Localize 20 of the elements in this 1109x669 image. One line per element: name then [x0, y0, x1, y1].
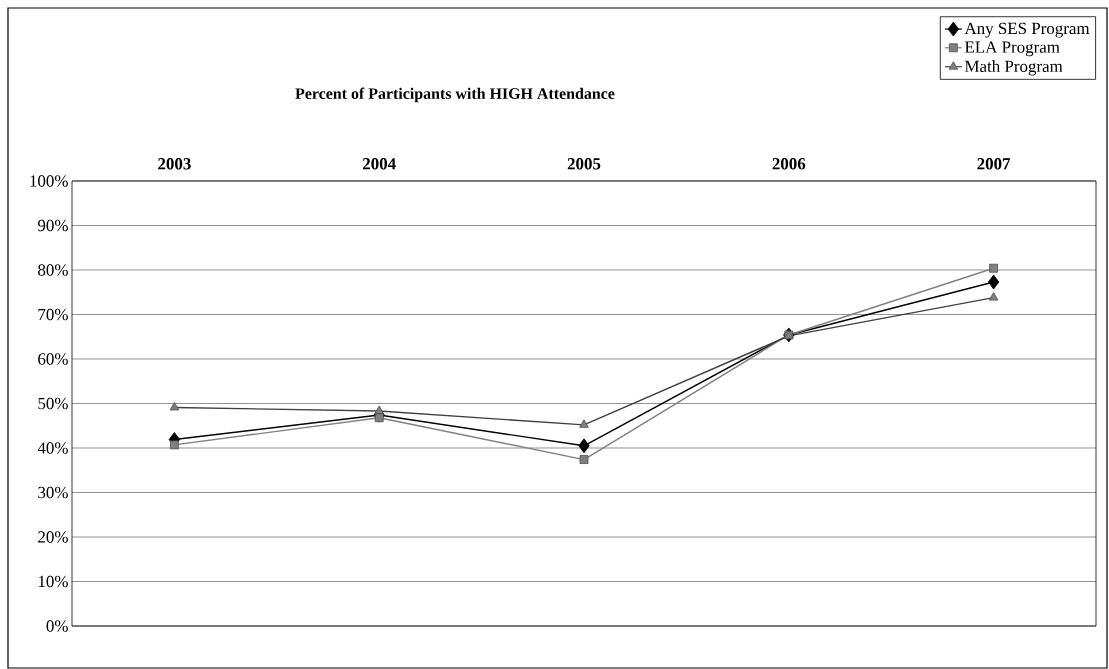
y-tick-label: 10%	[38, 575, 68, 588]
legend-label: Any SES Program	[964, 22, 1090, 38]
y-tick-label: 0%	[46, 620, 68, 632]
legend-label: ELA Program	[964, 41, 1060, 57]
y-tick-label: 100%	[30, 175, 68, 187]
x-tick-label: 2003	[158, 158, 191, 170]
y-tick-label: 60%	[38, 353, 68, 365]
y-tick-label: 90%	[37, 219, 68, 232]
x-tick-label: 2005	[567, 158, 601, 170]
x-tick-label: 2007	[977, 158, 1011, 170]
y-tick-label: 20%	[38, 531, 68, 543]
chart-title: Percent of Participants with HIGH Attendance	[295, 87, 615, 103]
legend-label: Math Program	[964, 60, 1063, 76]
x-tick-label: 2006	[772, 158, 806, 170]
y-tick-label: 80%	[38, 264, 68, 276]
y-tick-label: 30%	[38, 486, 68, 499]
y-tick-label: 50%	[38, 397, 68, 410]
y-tick-label: 70%	[38, 308, 68, 321]
x-tick-label: 2004	[362, 158, 396, 170]
y-tick-label: 40%	[37, 442, 68, 454]
